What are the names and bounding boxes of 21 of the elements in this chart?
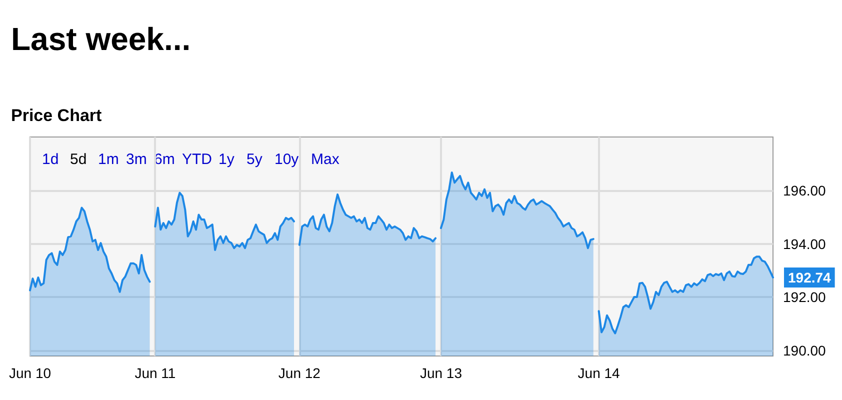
y-tick-label: 194.00 [783, 236, 826, 252]
y-tick-label: 190.00 [783, 342, 826, 359]
annotation: 3m [126, 151, 147, 168]
annotation: 1m [98, 151, 119, 168]
annotation: YTD [182, 151, 212, 168]
chart-title: Last week... [11, 21, 191, 57]
annotation: 5y [246, 151, 263, 168]
chart-subtitle: Price Chart [11, 106, 102, 125]
annotation: Max [311, 151, 340, 168]
annotation: 5d [70, 151, 87, 168]
x-tick-label: Jun 14 [578, 365, 620, 381]
y-tick-label: 192.00 [783, 289, 826, 306]
x-tick-label: Jun 12 [278, 365, 321, 381]
annotation: 10y [274, 151, 300, 168]
annotation: 1y [218, 151, 235, 168]
annotation: 1d [42, 151, 59, 168]
x-tick-label: Jun 11 [134, 365, 176, 381]
x-tick-label: Jun 13 [420, 365, 462, 381]
text: 192.74 [788, 269, 832, 286]
x-tick-label: Jun 10 [8, 365, 52, 381]
y-tick-label: 196.00 [783, 182, 826, 198]
